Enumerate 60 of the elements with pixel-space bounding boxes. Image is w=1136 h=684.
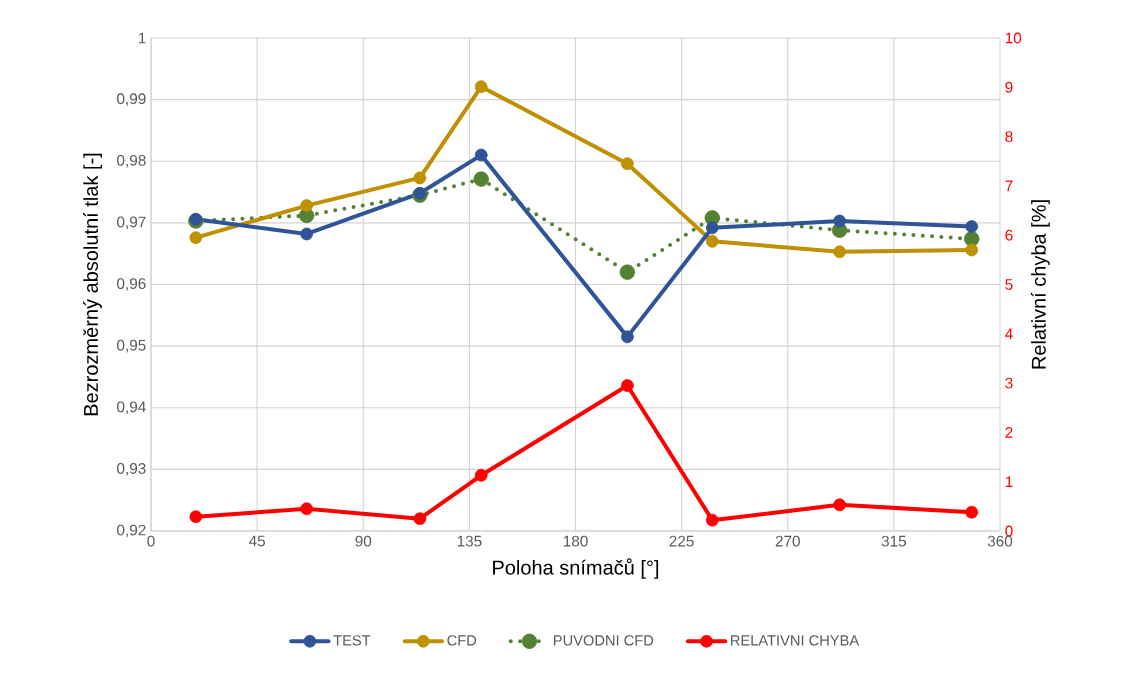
point [474, 148, 488, 162]
y2-tick-label: 8 [1005, 131, 1013, 143]
point [833, 498, 846, 512]
y-tick-label: 0,99 [117, 93, 146, 106]
point [300, 227, 313, 241]
legend-label: CFD [447, 635, 477, 646]
point [413, 512, 427, 525]
y2-tick-label: 9 [1005, 81, 1013, 93]
y2-tick-label: 4 [1005, 328, 1013, 340]
y-tick-label: 0,96 [117, 278, 146, 291]
point [621, 157, 634, 171]
y2-tick-label: 0 [1005, 525, 1013, 537]
point [189, 231, 203, 244]
y2-tick-label: 7 [1005, 180, 1013, 192]
x-tick-label: 315 [881, 535, 907, 547]
y-tick-label: 0,98 [117, 154, 146, 168]
point [619, 264, 636, 280]
y-tick-label: 0,94 [117, 401, 146, 415]
point [300, 502, 313, 516]
point [189, 510, 203, 524]
point [413, 171, 427, 185]
x-axis-title: Poloha snímačů [°] [493, 558, 659, 579]
point [965, 505, 979, 519]
x-tick-label: 225 [669, 535, 694, 547]
y2-tick-label: 5 [1005, 279, 1013, 290]
point [705, 513, 719, 527]
y2-tick-label: 6 [1005, 229, 1013, 241]
y2-tick-label: 1 [1005, 476, 1013, 487]
y-tick-label: 0,93 [117, 463, 146, 476]
y2-tick-label: 2 [1005, 427, 1013, 438]
point [965, 220, 979, 233]
point [621, 379, 634, 392]
y-tick-label: 1 [138, 32, 146, 44]
point [474, 468, 488, 482]
y2-tick-label: 3 [1005, 377, 1013, 389]
legend-label: TEST [333, 635, 371, 646]
point [621, 330, 634, 344]
x-tick-label: 180 [563, 535, 588, 547]
x-tick-label: 45 [248, 535, 266, 547]
y-tick-label: 0,92 [117, 524, 146, 538]
point [474, 80, 488, 94]
legend-label: RELATIVNI CHYBA [731, 635, 860, 646]
point [833, 214, 846, 228]
y-axis-title: Bezrozměrný absolutní tlak [-] [83, 153, 102, 416]
x-tick-label: 90 [355, 535, 372, 547]
y-tick-label: 0,95 [117, 339, 146, 353]
point [300, 199, 313, 212]
point [965, 243, 979, 257]
y2-tick-label: 10 [1005, 32, 1022, 44]
x-tick-label: 135 [457, 535, 482, 547]
point [705, 221, 719, 235]
y2-axis-title: Relativní chyba [%] [1030, 200, 1050, 369]
point [833, 245, 846, 259]
legend-label: PUVODNI CFD [554, 635, 654, 646]
x-tick-label: 360 [987, 535, 1013, 547]
x-tick-label: 270 [775, 535, 800, 547]
point [473, 171, 489, 187]
y-tick-label: 0,97 [117, 216, 146, 230]
point [705, 235, 719, 248]
x-tick-label: 0 [147, 535, 155, 547]
